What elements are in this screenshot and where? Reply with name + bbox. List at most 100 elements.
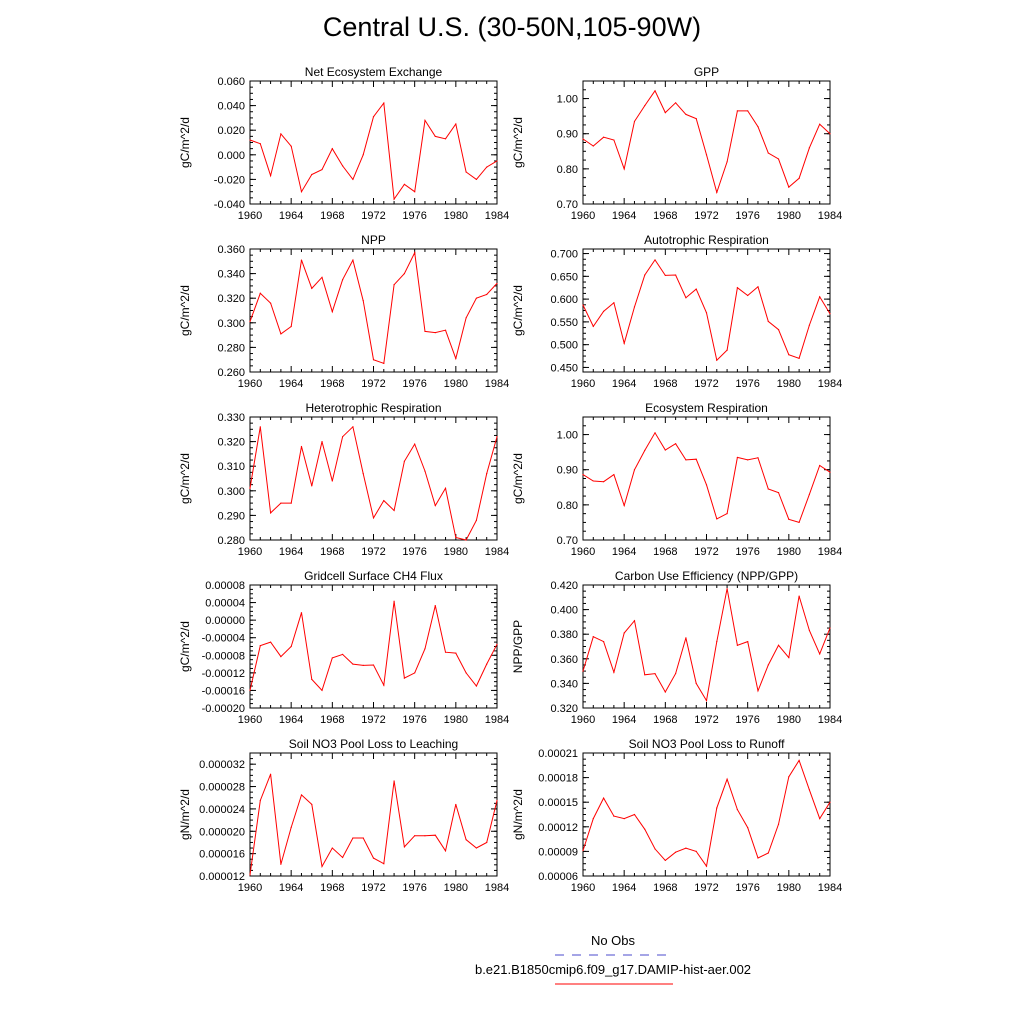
- panel-4-ytick-label: 0.500: [550, 340, 578, 352]
- panel-10-xtick-label: 1984: [818, 882, 842, 894]
- panel-8-data-point: [736, 644, 738, 646]
- panel-1-data-point: [331, 148, 333, 150]
- panel-2-data-point: [664, 112, 666, 114]
- panel-9-ytick-label: 0.000028: [199, 782, 245, 794]
- panel-10-data-point: [582, 849, 584, 852]
- panel-8-data-point: [788, 656, 790, 659]
- panel-2-data-point: [705, 154, 708, 156]
- panel-5-data-point: [496, 436, 498, 438]
- panel-5-xtick-label: 1968: [320, 546, 344, 558]
- panel-1-data-point: [465, 171, 467, 173]
- panel-6-data-point: [633, 469, 636, 471]
- panel-9-data-point: [465, 839, 467, 841]
- panel-7-data-point: [496, 643, 498, 645]
- panel-8-xtick-label: 1980: [777, 714, 801, 726]
- panel-8-data-point: [716, 640, 718, 643]
- panel-9-data-point: [300, 794, 303, 796]
- panel-6-xtick-label: 1976: [735, 546, 759, 558]
- panel-3-data-point: [486, 293, 488, 296]
- panel-7-frame: [249, 584, 498, 709]
- panel-1-ylabel: gC/m^2/d: [178, 117, 192, 168]
- panel-10-data-point: [747, 827, 749, 829]
- panel-5-data-point: [424, 470, 426, 472]
- panel-10-xtick-label: 1964: [612, 882, 636, 894]
- panel-4-data-point: [592, 325, 594, 328]
- panel-9-data-point: [352, 837, 354, 839]
- panel-5-data-point: [465, 539, 467, 541]
- panel-2-data-point: [747, 110, 749, 112]
- panel-3-data-point: [383, 362, 385, 364]
- legend-obs-label: No Obs: [591, 933, 636, 948]
- panel-1-data-point: [393, 198, 395, 200]
- panel-3-data-point: [496, 282, 498, 285]
- panel-8-data-point: [705, 700, 708, 702]
- panel-6-data-point: [644, 449, 646, 451]
- panel-8-xtick-label: 1976: [735, 714, 759, 726]
- panel-4-ytick-label: 0.600: [550, 294, 578, 306]
- panel-4-data-point: [633, 306, 636, 308]
- panel-5-ytick-label: 0.290: [217, 510, 245, 522]
- panel-10-data-point: [592, 818, 594, 820]
- panel-7-ytick-label: 0.00004: [205, 598, 245, 610]
- panel-6-data-point: [716, 518, 718, 520]
- panel-1-data-point: [342, 165, 344, 167]
- panel-5-data-point: [455, 536, 457, 539]
- panel-3-data-point: [444, 329, 447, 331]
- panel-1-data-point: [259, 143, 261, 145]
- panel-7-ytick-label: -0.00020: [202, 703, 245, 715]
- panel-8-series-line: [582, 588, 831, 703]
- panel-4-frame: [582, 248, 831, 373]
- panel-7-data-point: [269, 641, 272, 643]
- panel-5-xtick-label: 1984: [485, 546, 509, 558]
- panel-9-ytick-label: 0.000016: [199, 849, 245, 861]
- panel-1-xtick-label: 1964: [279, 210, 303, 222]
- panel-3-xtick-label: 1984: [485, 378, 509, 390]
- panel-10-data-point: [716, 807, 718, 809]
- panel-5-data-point: [372, 517, 375, 519]
- panel-5-data-point: [280, 502, 282, 504]
- panel-4-series-line: [582, 259, 831, 362]
- panel-10-xtick-label: 1980: [777, 882, 801, 894]
- panel-9-data-point: [269, 773, 272, 775]
- panel-10-ylabel: gN/m^2/d: [511, 789, 525, 840]
- panel-8-data-point: [695, 682, 697, 685]
- panel-2-xtick-label: 1968: [653, 210, 677, 222]
- panel-10-ytick-label: 0.00009: [538, 846, 578, 858]
- panel-2-data-point: [716, 191, 718, 194]
- panel-8-title: Carbon Use Efficiency (NPP/GPP): [615, 569, 798, 583]
- panel-6-data-point: [747, 459, 749, 461]
- panel-6-data-point: [788, 518, 790, 520]
- panel-1-ytick-label: 0.020: [217, 125, 245, 137]
- panel-7-data-point: [280, 656, 282, 658]
- panel-4-ytick-label: 0.700: [550, 249, 578, 261]
- panel-10-data-point: [685, 847, 687, 849]
- panel-10-data-point: [602, 797, 605, 799]
- panel-4-data-point: [675, 274, 677, 276]
- panel-3-frame: [249, 248, 498, 373]
- panel-10-data-point: [726, 778, 728, 780]
- panel-7-data-point: [331, 657, 333, 659]
- panel-2-data-point: [685, 113, 687, 115]
- panel-3-ytick-label: 0.280: [217, 342, 245, 354]
- panel-8-frame: [582, 584, 831, 709]
- panel-9-data-point: [321, 865, 323, 868]
- panel-7-xtick-label: 1960: [238, 714, 262, 726]
- panel-3-data-point: [414, 252, 416, 254]
- panel-10-ytick-label: 0.00012: [538, 822, 578, 834]
- panel-9-data-point: [434, 834, 436, 836]
- panel-1-data-point: [362, 154, 364, 156]
- panel-3-series-line: [249, 250, 498, 365]
- panel-3-data-point: [424, 330, 426, 333]
- panel-6-xtick-label: 1968: [653, 546, 677, 558]
- panel-5-xtick-label: 1976: [402, 546, 426, 558]
- panel-5-data-point: [290, 502, 292, 504]
- panel-9-xtick-label: 1972: [361, 882, 385, 894]
- panel-10-data-point: [757, 857, 759, 859]
- panel-3-xtick-label: 1960: [238, 378, 262, 390]
- panel-2-title: GPP: [694, 65, 719, 79]
- panel-4-data-point: [623, 342, 625, 344]
- panel-3-data-point: [300, 259, 303, 261]
- panel-5-data-point: [321, 441, 323, 443]
- panel-7-data-point: [249, 689, 251, 692]
- panel-2-data-point: [767, 152, 769, 154]
